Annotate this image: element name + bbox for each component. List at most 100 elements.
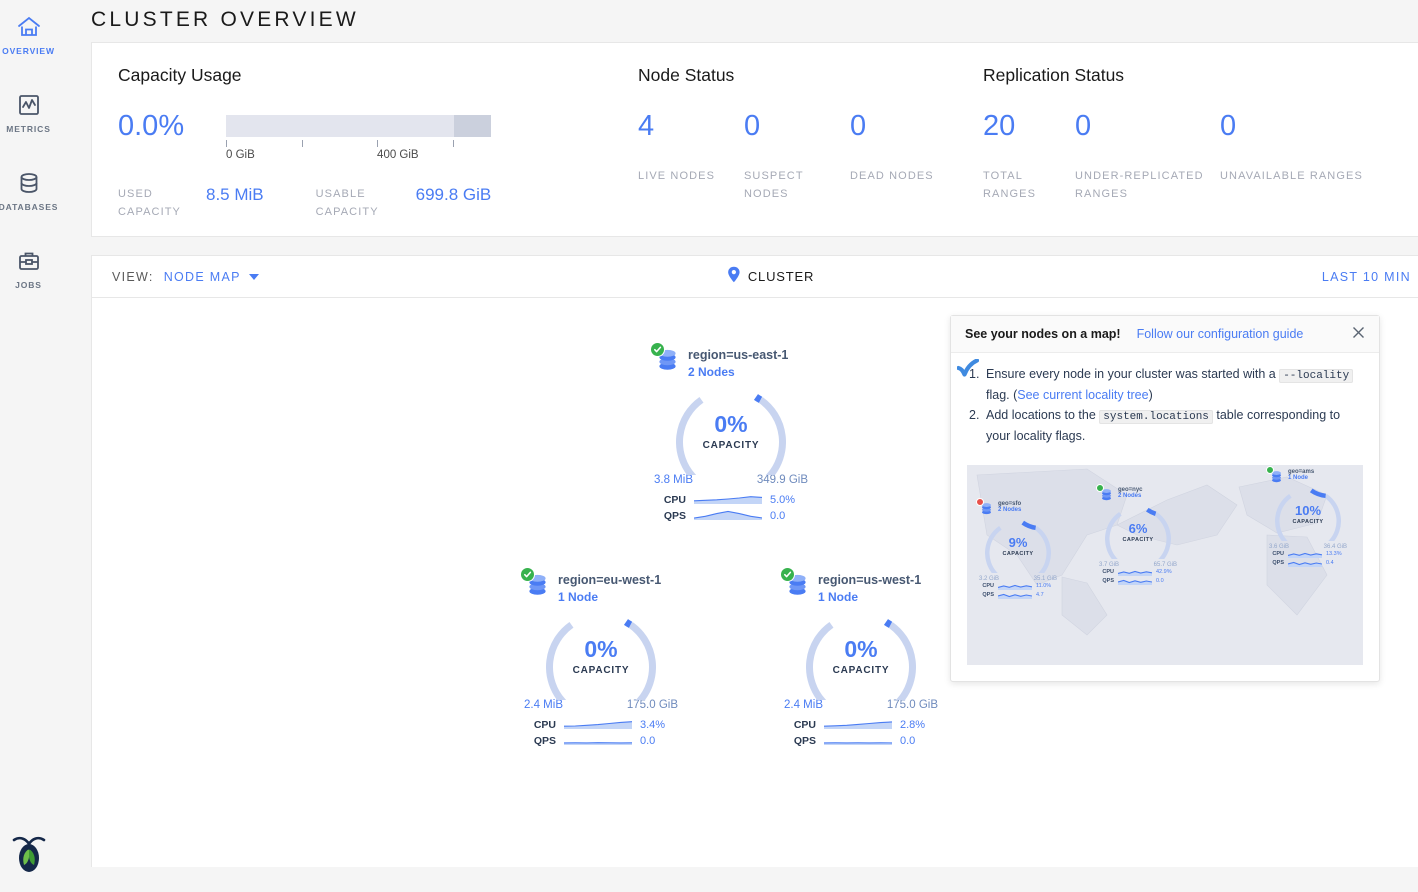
view-label: VIEW: bbox=[112, 269, 154, 284]
stat-value: 0 bbox=[1220, 110, 1237, 142]
available-value: 349.9 GiB bbox=[756, 474, 808, 486]
stat-value: 20 bbox=[983, 110, 1016, 142]
step-text-before: Ensure every node in your cluster was st… bbox=[986, 367, 1280, 381]
node-stack-icon bbox=[780, 567, 814, 603]
used-value: 3.7 GiB bbox=[1099, 561, 1120, 568]
stat-value: 4 bbox=[638, 110, 655, 142]
usable-capacity-value: 699.8 GiB bbox=[415, 185, 492, 204]
stat-label: UNAVAILABLE RANGES bbox=[1220, 170, 1363, 182]
used-value: 3.6 GiB bbox=[1269, 543, 1290, 550]
locality-name: geo=nyc bbox=[1118, 487, 1143, 493]
capacity-donut: 9% CAPACITY bbox=[985, 520, 1051, 586]
node-map-canvas[interactable]: See your nodes on a map! Follow our conf… bbox=[92, 298, 1418, 867]
locality-name: region=us-east-1 bbox=[688, 348, 789, 362]
locality-card[interactable]: region=us-east-1 2 Nodes 0% CAPACITY 3.8 MiB… bbox=[650, 342, 808, 524]
time-range-value: LAST 10 MIN bbox=[1321, 269, 1411, 284]
cpu-value: 11.0% bbox=[1036, 583, 1052, 590]
map-preview-text: geo=ams 1 Node bbox=[1288, 469, 1314, 481]
stat-suspect-nodes: 0 SUSPECT NODES bbox=[744, 112, 850, 203]
cpu-label: CPU bbox=[1102, 569, 1114, 576]
health-check-icon bbox=[780, 567, 795, 582]
available-value: 65.7 GiB bbox=[1153, 561, 1177, 568]
view-mode-dropdown[interactable]: NODE MAP bbox=[164, 270, 259, 284]
node-map-toolbar: VIEW: NODE MAP CLUSTER LAST 10 MIN bbox=[92, 256, 1418, 298]
step-text-after: ) bbox=[1148, 387, 1153, 402]
used-value: 2.4 MiB bbox=[524, 699, 563, 711]
sidebar-item-metrics[interactable]: METRICS bbox=[0, 84, 57, 146]
map-preview-text: geo=sfo 2 Nodes bbox=[998, 501, 1021, 513]
sidebar-item-databases[interactable]: DATABASES bbox=[0, 162, 57, 224]
stat-value: 0 bbox=[744, 110, 761, 142]
sidebar: OVERVIEW METRICS DATABASES bbox=[0, 0, 57, 892]
locality-node-count: 1 Node bbox=[1288, 475, 1309, 481]
health-check-icon bbox=[1266, 466, 1274, 474]
sidebar-item-label: METRICS bbox=[6, 124, 51, 134]
used-available-row: 3.8 MiB 349.9 GiB bbox=[654, 474, 808, 486]
cpu-sparkline-row: CPU 5.0% bbox=[654, 492, 808, 508]
stat-total-ranges: 20 TOTAL RANGES bbox=[983, 112, 1075, 203]
cpu-sparkline bbox=[563, 716, 633, 734]
locality-tree-link[interactable]: See current locality tree bbox=[1017, 387, 1149, 402]
cpu-value: 13.3% bbox=[1326, 551, 1342, 558]
popup-title: See your nodes on a map! bbox=[965, 327, 1121, 341]
sidebar-item-jobs[interactable]: JOBS bbox=[0, 240, 57, 302]
step-text-mid: flag. ( bbox=[986, 387, 1018, 402]
sidebar-item-overview[interactable]: OVERVIEW bbox=[0, 6, 57, 68]
node-stack-icon bbox=[520, 567, 554, 603]
breadcrumb[interactable]: CLUSTER bbox=[727, 266, 814, 288]
replication-status-title: Replication Status bbox=[983, 65, 1125, 85]
qps-label: QPS bbox=[1102, 578, 1114, 585]
time-range-dropdown[interactable]: LAST 10 MIN bbox=[1322, 270, 1418, 284]
stat-label: LIVE NODES bbox=[638, 170, 716, 182]
qps-sparkline bbox=[997, 586, 1033, 604]
locality-card[interactable]: region=eu-west-1 1 Node 0% CAPACITY 2.4 MiB 1… bbox=[520, 567, 678, 749]
qps-value: 0.0 bbox=[900, 735, 916, 747]
locality-text: region=us-west-1 1 Node bbox=[818, 571, 921, 604]
health-check-icon bbox=[650, 342, 665, 357]
locality-header: region=eu-west-1 1 Node bbox=[520, 567, 678, 604]
qps-value: 0.0 bbox=[640, 735, 656, 747]
capacity-tick-label: 400 GiB bbox=[377, 149, 419, 161]
configuration-guide-link[interactable]: Follow our configuration guide bbox=[1136, 327, 1304, 341]
sparkline-rows: CPU 3.4% QPS 0.0 bbox=[524, 717, 678, 749]
capacity-percent-value: 10% bbox=[1294, 503, 1322, 518]
stat-value: 0 bbox=[850, 110, 867, 142]
map-preview-header: geo=sfo 2 Nodes bbox=[976, 498, 1057, 518]
locality-card[interactable]: region=us-west-1 1 Node 0% CAPACITY 2.4 MiB 1… bbox=[780, 567, 938, 749]
cpu-sparkline bbox=[693, 491, 763, 509]
location-pin-icon bbox=[727, 266, 740, 288]
locality-node-count: 2 Nodes bbox=[1118, 493, 1142, 499]
briefcase-icon bbox=[16, 246, 42, 276]
cpu-sparkline-row: CPU 13.3% bbox=[1269, 550, 1347, 559]
stat-under-replicated-ranges: 0 UNDER-REPLICATED RANGES bbox=[1075, 112, 1220, 203]
qps-label: QPS bbox=[663, 510, 686, 522]
close-icon[interactable] bbox=[1352, 326, 1365, 342]
qps-sparkline-row: QPS 0.0 bbox=[1099, 577, 1177, 586]
qps-sparkline bbox=[1117, 572, 1153, 590]
qps-label: QPS bbox=[1272, 560, 1284, 567]
node-status-section: Node Status 4 LIVE NODES 0 SUSPECT NODES… bbox=[638, 65, 983, 236]
sparkline-rows: CPU 2.8% QPS 0.0 bbox=[784, 717, 938, 749]
used-available-row: 2.4 MiB 175.0 GiB bbox=[524, 699, 678, 711]
cpu-label: CPU bbox=[1272, 551, 1284, 558]
cpu-sparkline bbox=[997, 577, 1033, 595]
capacity-donut: 10% CAPACITY bbox=[1275, 488, 1341, 554]
qps-sparkline bbox=[693, 507, 763, 525]
capacity-axis-labels: 0 GiB 400 GiB bbox=[226, 149, 491, 163]
stat-unavailable-ranges: 0 UNAVAILABLE RANGES bbox=[1220, 112, 1365, 203]
map-preview-text: geo=nyc 2 Nodes bbox=[1118, 487, 1143, 499]
node-stack-icon bbox=[1266, 466, 1285, 486]
used-value: 3.8 MiB bbox=[654, 474, 693, 486]
qps-sparkline bbox=[563, 732, 633, 750]
locality-text: region=us-east-1 2 Nodes bbox=[688, 346, 788, 379]
qps-label: QPS bbox=[533, 735, 556, 747]
chevron-down-icon bbox=[248, 273, 259, 280]
used-available-row: 2.4 MiB 175.0 GiB bbox=[784, 699, 938, 711]
map-preview-locality: geo=nyc 2 Nodes 6% CAPACITY 3.7 GiB 65.7 GiB C… bbox=[1096, 484, 1177, 586]
node-map-panel: VIEW: NODE MAP CLUSTER LAST 10 MIN bbox=[91, 255, 1418, 867]
cpu-value: 5.0% bbox=[770, 494, 796, 506]
node-status-title: Node Status bbox=[638, 65, 735, 85]
locality-name: region=eu-west-1 bbox=[558, 573, 662, 587]
step-text-before: Add locations to the bbox=[986, 408, 1100, 422]
sparkline-rows: CPU 5.0% QPS 0.0 bbox=[654, 492, 808, 524]
